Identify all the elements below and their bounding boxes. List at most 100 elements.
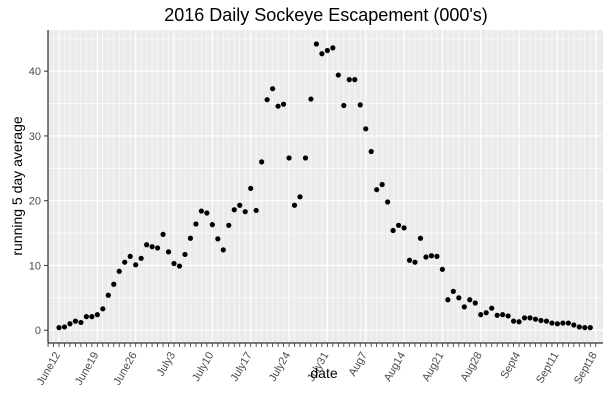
data-point — [374, 187, 380, 193]
data-point — [417, 235, 424, 241]
data-point — [549, 320, 555, 326]
x-tick-label: Aug21 — [420, 350, 446, 384]
x-tick-label: Aug14 — [382, 350, 408, 384]
data-point — [434, 253, 440, 259]
data-point — [352, 77, 358, 83]
data-point — [346, 77, 352, 83]
data-point — [510, 318, 517, 324]
data-point — [72, 318, 79, 324]
data-point — [127, 253, 133, 259]
data-point — [401, 225, 407, 231]
data-point — [341, 102, 347, 109]
data-point — [478, 312, 484, 318]
y-tick-label: 0 — [35, 325, 41, 337]
data-point — [461, 304, 467, 310]
data-point — [138, 255, 144, 261]
data-point — [302, 155, 309, 161]
data-point — [489, 305, 495, 311]
data-point — [242, 209, 248, 215]
data-point — [286, 155, 292, 161]
data-point — [204, 210, 210, 216]
data-point — [472, 300, 478, 306]
data-point — [105, 292, 111, 298]
data-point — [330, 45, 336, 51]
data-point — [385, 199, 391, 205]
data-point — [122, 259, 128, 265]
data-point — [532, 316, 539, 322]
data-point — [456, 295, 462, 301]
data-point — [406, 257, 413, 263]
data-point — [483, 310, 489, 316]
y-tick-label: 20 — [29, 196, 41, 208]
data-point — [291, 202, 298, 208]
x-tick-label: June26 — [111, 350, 139, 387]
data-point — [144, 242, 150, 248]
data-point — [500, 312, 506, 318]
data-point — [237, 202, 243, 208]
data-point — [412, 259, 418, 265]
data-point — [450, 288, 456, 294]
data-point — [67, 321, 73, 327]
x-tick-label: July3 — [155, 350, 178, 378]
x-tick-label: June19 — [73, 350, 101, 387]
data-point — [149, 244, 155, 250]
data-point — [198, 208, 205, 214]
data-point — [248, 185, 254, 191]
data-point — [395, 222, 402, 228]
panel-background — [48, 30, 603, 343]
data-point — [565, 320, 571, 326]
data-point — [182, 251, 188, 258]
data-point — [56, 325, 62, 331]
data-point — [253, 207, 259, 214]
data-point — [270, 86, 276, 92]
data-point — [560, 320, 566, 326]
data-point — [571, 322, 577, 328]
data-point — [494, 312, 500, 318]
data-point — [516, 319, 522, 325]
x-tick-label: Sept11 — [534, 350, 561, 385]
data-point — [576, 324, 582, 330]
data-point — [423, 254, 429, 260]
data-point — [94, 312, 100, 318]
data-point — [467, 297, 473, 303]
data-point — [324, 47, 330, 54]
data-point — [390, 227, 396, 234]
data-point — [111, 281, 117, 287]
x-tick-label: Sept18 — [572, 350, 600, 386]
data-point — [428, 253, 435, 259]
data-point — [538, 317, 544, 324]
x-tick-label: Aug7 — [347, 350, 370, 378]
grid-lines — [47, 30, 603, 343]
data-point — [154, 245, 161, 251]
data-point — [231, 207, 237, 213]
data-point — [215, 236, 221, 242]
x-tick-label: July10 — [190, 350, 216, 384]
data-point — [187, 235, 194, 241]
data-point — [297, 194, 303, 200]
data-point — [527, 315, 533, 321]
data-point — [505, 313, 511, 319]
y-axis-title: running 5 day average — [9, 116, 25, 256]
data-point — [335, 72, 341, 78]
y-tick-label: 30 — [29, 131, 41, 143]
x-tick-label: July24 — [267, 350, 293, 384]
y-tick-label: 10 — [29, 260, 41, 272]
data-point — [100, 306, 106, 312]
data-point — [439, 266, 445, 272]
x-tick-label: July17 — [229, 350, 255, 384]
data-point — [78, 319, 84, 326]
data-point — [319, 51, 325, 57]
chart-title: 2016 Daily Sockeye Escapement (000's) — [164, 5, 488, 25]
data-point — [554, 321, 561, 327]
data-point — [133, 262, 139, 268]
data-point — [379, 181, 385, 188]
data-point — [160, 231, 166, 237]
data-point — [165, 249, 172, 255]
x-tick-label: Sept4 — [498, 350, 523, 381]
data-point — [61, 324, 68, 330]
data-point — [176, 263, 183, 269]
data-point — [543, 318, 550, 324]
data-point — [313, 41, 320, 47]
y-tick-label: 40 — [29, 66, 41, 78]
